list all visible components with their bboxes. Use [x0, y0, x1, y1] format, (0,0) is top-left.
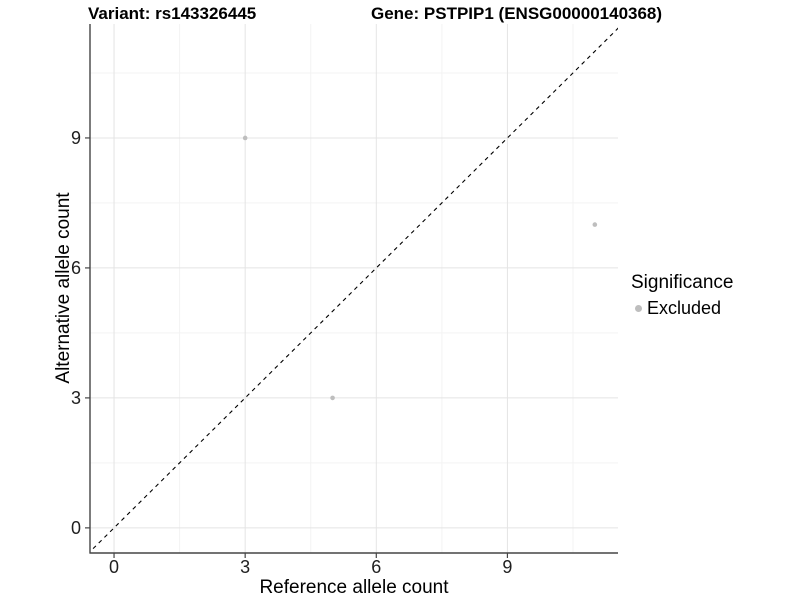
legend-point-icon — [635, 305, 642, 312]
legend: Significance Excluded — [631, 272, 796, 319]
x-tick-label: 3 — [240, 557, 250, 577]
y-tick-label: 3 — [71, 388, 81, 408]
x-axis-title: Reference allele count — [259, 577, 449, 598]
y-tick-label: 6 — [71, 258, 81, 278]
plot-title-variant: Variant: rs143326445 — [88, 4, 257, 23]
x-tick-label: 9 — [502, 557, 512, 577]
data-point — [592, 222, 598, 227]
plot-title-gene: Gene: PSTPIP1 (ENSG00000140368) — [371, 4, 663, 23]
legend-item-excluded: Excluded — [635, 298, 796, 319]
y-axis-title: Alternative allele count — [53, 192, 74, 384]
legend-title: Significance — [631, 272, 734, 293]
legend-item-label: Excluded — [647, 298, 722, 318]
y-tick-label: 9 — [71, 128, 81, 148]
y-tick-label: 0 — [71, 518, 81, 538]
data-point — [330, 395, 335, 401]
data-point — [242, 135, 248, 141]
x-tick-label: 0 — [109, 557, 119, 577]
x-tick-label: 6 — [371, 557, 381, 577]
